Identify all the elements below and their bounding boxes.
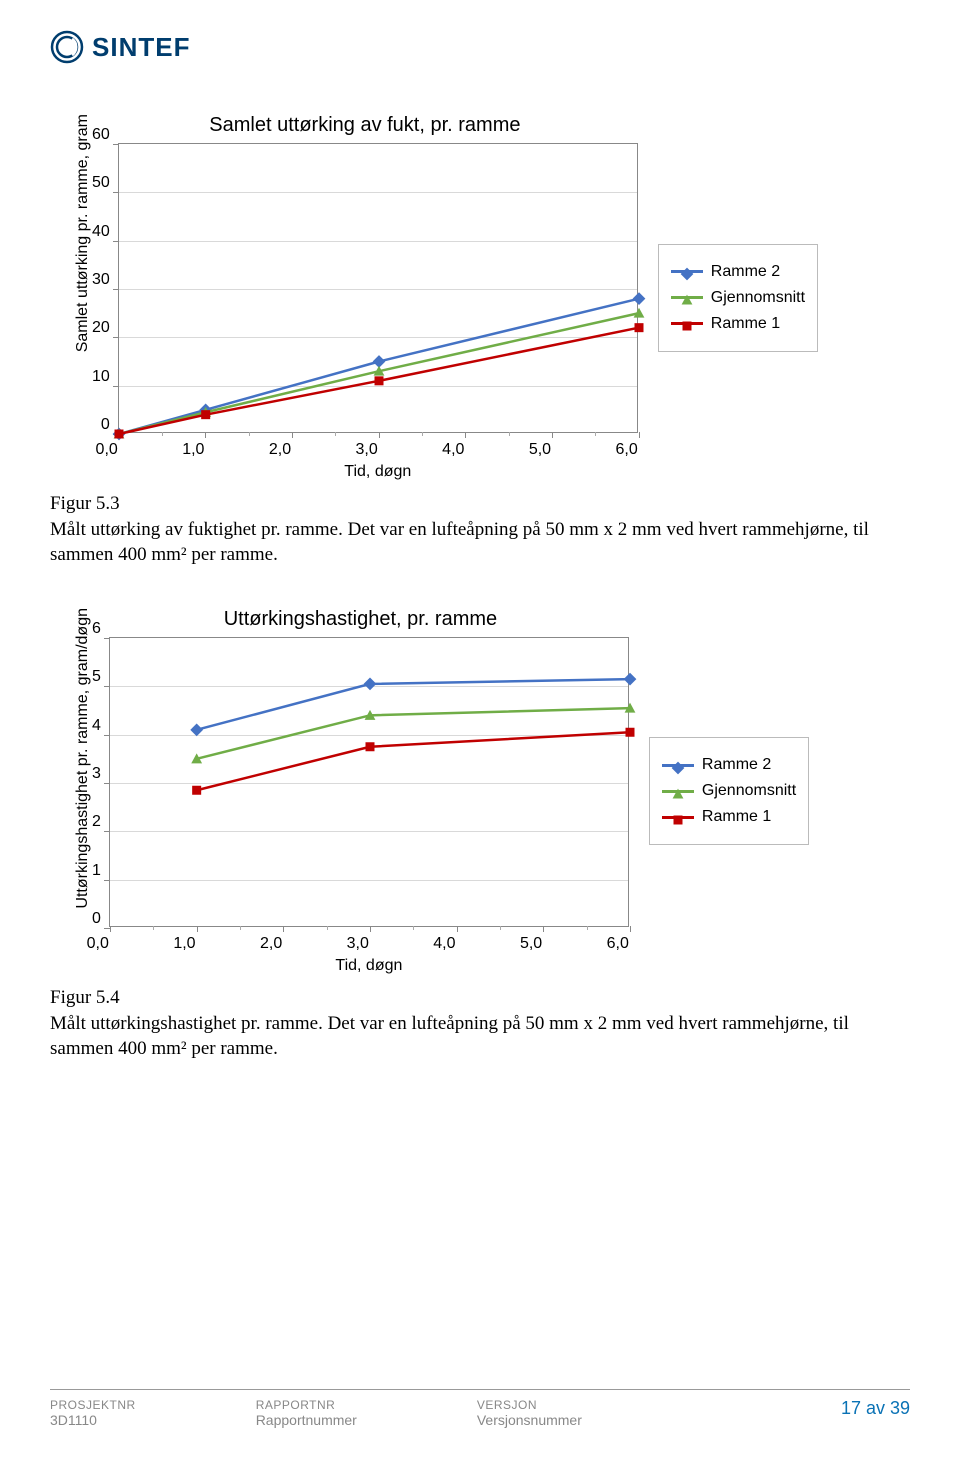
chart-2-yaxis: 6543210 [92,637,109,927]
footer-col-report: RAPPORTNR Rapportnummer [256,1398,357,1428]
chart-2-ylabel: Uttørkingshastighet pr. ramme, gram/døgn [70,608,92,909]
legend-item: Ramme 2 [671,263,805,281]
page-number: 17 av 39 [841,1398,910,1419]
footer-version-value: Versjonsnummer [477,1412,582,1428]
chart-1-yaxis: 6050403020100 [92,143,118,433]
caption-2: Figur 5.4 Målt uttørkingshastighet pr. r… [50,985,910,1062]
chart-1-title: Samlet uttørking av fukt, pr. ramme [92,114,638,137]
footer-col-project: PROSJEKTNR 3D1110 [50,1398,136,1428]
legend-item: Ramme 1 [662,808,796,826]
legend-item: Ramme 1 [671,315,805,333]
chart-1: Samlet uttørking pr. ramme, gram Samlet … [50,114,910,481]
caption-text-2: Målt uttørkingshastighet pr. ramme. Det … [50,1011,910,1062]
chart-1-plot [118,143,638,433]
footer-version-label: VERSJON [477,1398,582,1412]
caption-1: Figur 5.3 Målt uttørking av fuktighet pr… [50,491,910,568]
footer-report-label: RAPPORTNR [256,1398,357,1412]
chart-1-xaxis: 0,01,02,03,04,05,06,0 [118,433,638,459]
legend-item: Gjennomsnitt [662,782,796,800]
chart-2-xaxis: 0,01,02,03,04,05,06,0 [109,927,629,953]
footer-report-value: Rapportnummer [256,1412,357,1428]
chart-1-xlabel: Tid, døgn [118,463,638,481]
sintef-logo-icon [50,30,84,64]
footer-project-label: PROSJEKTNR [50,1398,136,1412]
footer-project-value: 3D1110 [50,1412,136,1428]
chart-2-legend: Ramme 2 Gjennomsnitt Ramme 1 [649,737,809,845]
chart-2-plot [109,637,629,927]
logo: SINTEF [50,30,910,64]
page-footer: PROSJEKTNR 3D1110 RAPPORTNR Rapportnumme… [50,1389,910,1428]
caption-text-1: Målt uttørking av fuktighet pr. ramme. D… [50,517,910,568]
legend-item: Ramme 2 [662,756,796,774]
chart-2-title: Uttørkingshastighet, pr. ramme [92,608,629,631]
figure-label-2: Figur 5.4 [50,985,910,1011]
chart-1-ylabel: Samlet uttørking pr. ramme, gram [70,114,92,352]
footer-col-version: VERSJON Versjonsnummer [477,1398,582,1428]
logo-text: SINTEF [92,32,190,63]
figure-label-1: Figur 5.3 [50,491,910,517]
chart-2-xlabel: Tid, døgn [109,957,629,975]
chart-1-legend: Ramme 2 Gjennomsnitt Ramme 1 [658,244,818,352]
legend-item: Gjennomsnitt [671,289,805,307]
chart-2: Uttørkingshastighet pr. ramme, gram/døgn… [50,608,910,975]
